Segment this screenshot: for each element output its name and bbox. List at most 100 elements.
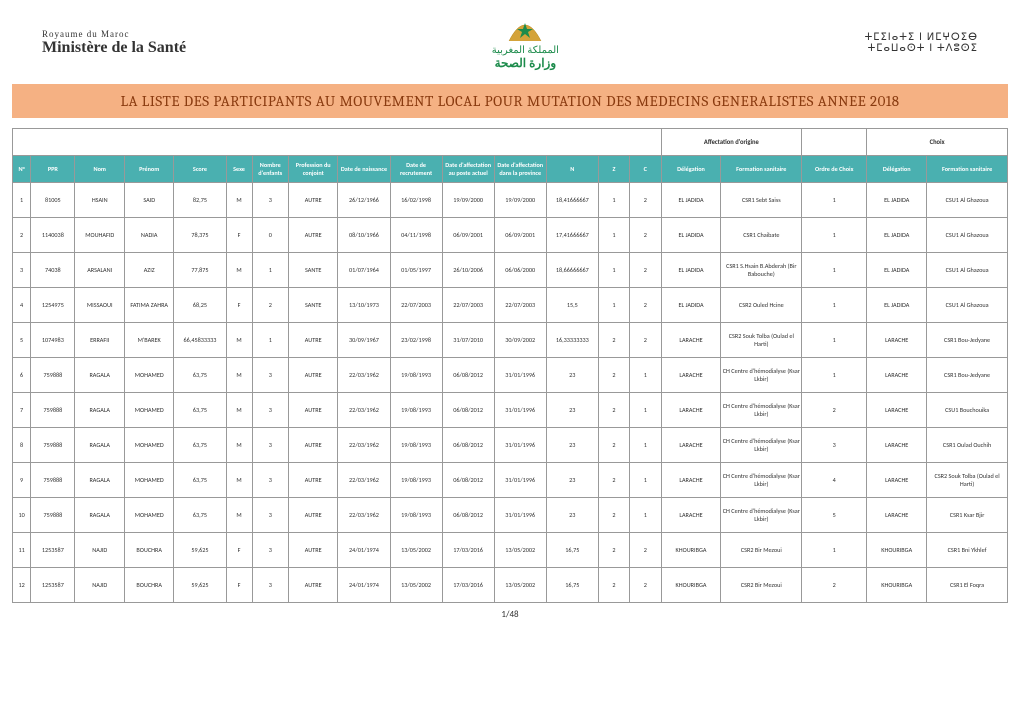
table-cell: 68,25	[174, 288, 226, 323]
table-cell: MOHAMED	[124, 463, 173, 498]
table-cell: CSR2 Souk Tolba (Oulad el Harti)	[721, 323, 802, 358]
group-blank	[13, 129, 662, 156]
table-cell: 22/07/2003	[390, 288, 442, 323]
col-header: Score	[174, 156, 226, 183]
table-cell: 1	[802, 288, 867, 323]
table-row: 111253587NAJIDBOUCHRA59,625F3AUTRE24/01/…	[13, 533, 1008, 568]
table-cell: 1	[13, 183, 31, 218]
table-cell: AUTRE	[288, 358, 337, 393]
table-cell: M'BAREK	[124, 323, 173, 358]
table-cell: AUTRE	[288, 218, 337, 253]
table-cell: 19/09/2000	[494, 183, 546, 218]
ministry-label: Ministère de la Santé	[42, 39, 186, 57]
table-cell: 22/03/1962	[338, 428, 390, 463]
table-cell: 2	[630, 288, 661, 323]
table-cell: 759888	[31, 498, 75, 533]
table-cell: M	[226, 253, 252, 288]
table-cell: EL JADIDA	[661, 183, 721, 218]
tifinagh-line1: ⵜⵎⵉⵏⴰⵜⵉ ⵏ ⵍⵎⵖⵔⵉⴱ	[865, 32, 978, 43]
group-blank	[802, 129, 867, 156]
table-cell: 7	[13, 393, 31, 428]
table-cell: 22/03/1962	[338, 498, 390, 533]
table-cell: AUTRE	[288, 498, 337, 533]
table-cell: HSAIN	[75, 183, 124, 218]
table-cell: 759888	[31, 463, 75, 498]
header-left: Royaume du Maroc Ministère de la Santé	[42, 29, 186, 57]
table-cell: 2	[630, 218, 661, 253]
table-cell: AUTRE	[288, 568, 337, 603]
table-cell: 18,41666667	[546, 183, 598, 218]
table-cell: 01/07/1964	[338, 253, 390, 288]
table-cell: CSR1 Oulad Ouchih	[927, 428, 1008, 463]
table-cell: NADIA	[124, 218, 173, 253]
table-cell: 9	[13, 463, 31, 498]
table-cell: 5	[13, 323, 31, 358]
table-cell: 1	[802, 533, 867, 568]
table-cell: MOHAMED	[124, 428, 173, 463]
table-cell: 2	[598, 498, 629, 533]
table-cell: 24/01/1974	[338, 568, 390, 603]
table-cell: 19/08/1993	[390, 428, 442, 463]
table-cell: LARACHE	[661, 498, 721, 533]
table-cell: 1254975	[31, 288, 75, 323]
table-cell: 2	[598, 463, 629, 498]
table-cell: M	[226, 463, 252, 498]
table-cell: 31/01/1996	[494, 498, 546, 533]
table-cell: MOHAMED	[124, 393, 173, 428]
table-cell: CSR2 Souk Tolba (Oulad el Harti)	[927, 463, 1008, 498]
table-cell: 3	[13, 253, 31, 288]
group-affectation-origine: Affectation d'origine	[661, 129, 802, 156]
table-cell: 2	[598, 323, 629, 358]
col-header: Délégation	[661, 156, 721, 183]
table-cell: 19/08/1993	[390, 498, 442, 533]
table-cell: SAID	[124, 183, 173, 218]
table-cell: 2	[252, 288, 288, 323]
arabic-bottom: وزارة الصحة	[492, 56, 559, 71]
table-cell: 06/08/2012	[442, 393, 494, 428]
table-cell: 1	[598, 218, 629, 253]
table-cell: 06/09/2001	[442, 218, 494, 253]
table-cell: LARACHE	[661, 463, 721, 498]
table-cell: 24/01/1974	[338, 533, 390, 568]
table-cell: LARACHE	[867, 393, 927, 428]
table-cell: CSR1 Bni Ykhlef	[927, 533, 1008, 568]
table-cell: MOHAMED	[124, 498, 173, 533]
table-row: 8759888RAGALAMOHAMED63,75M3AUTRE22/03/19…	[13, 428, 1008, 463]
table-cell: EL JADIDA	[661, 218, 721, 253]
table-cell: 06/06/2000	[494, 253, 546, 288]
table-cell: NAJID	[75, 568, 124, 603]
table-cell: EL JADIDA	[867, 253, 927, 288]
table-cell: 8	[13, 428, 31, 463]
table-cell: CSR1 Bou-Jedyane	[927, 323, 1008, 358]
table-cell: 18,66666667	[546, 253, 598, 288]
table-cell: 30/09/2002	[494, 323, 546, 358]
table-cell: 13/05/2002	[494, 533, 546, 568]
col-header: Nom	[75, 156, 124, 183]
table-cell: F	[226, 218, 252, 253]
table-cell: 3	[252, 358, 288, 393]
morocco-emblem-icon	[505, 15, 545, 43]
table-cell: RAGALA	[75, 428, 124, 463]
table-cell: CH Centre d'hémodialyse (Ksar Lkbir)	[721, 463, 802, 498]
table-cell: M	[226, 393, 252, 428]
col-header: Formation sanitaire	[927, 156, 1008, 183]
table-cell: CSR1 S.Hsain B.Abderah (Bir Babouche)	[721, 253, 802, 288]
table-cell: 26/10/2006	[442, 253, 494, 288]
table-cell: 31/01/1996	[494, 393, 546, 428]
table-cell: EL JADIDA	[867, 218, 927, 253]
table-cell: 63,75	[174, 393, 226, 428]
table-cell: CSR2 Bir Mezoui	[721, 533, 802, 568]
table-header: Affectation d'origine Choix N°PPRNomPrén…	[13, 129, 1008, 183]
table-cell: 1	[630, 428, 661, 463]
table-cell: 1	[598, 183, 629, 218]
table-cell: CSR2 Ouled Hcine	[721, 288, 802, 323]
table-cell: SANTE	[288, 253, 337, 288]
table-cell: 1253587	[31, 568, 75, 603]
table-cell: CSU1 Bouchouika	[927, 393, 1008, 428]
table-cell: AUTRE	[288, 183, 337, 218]
table-cell: EL JADIDA	[661, 288, 721, 323]
table-cell: NAJID	[75, 533, 124, 568]
table-cell: 16,33333333	[546, 323, 598, 358]
table-row: 121253587NAJIDBOUCHRA59,625F3AUTRE24/01/…	[13, 568, 1008, 603]
table-cell: FATIMA ZAHRA	[124, 288, 173, 323]
